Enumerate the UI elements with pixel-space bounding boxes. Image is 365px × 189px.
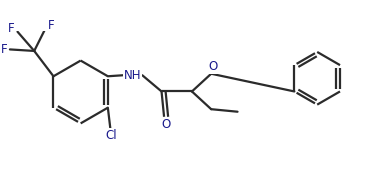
Text: NH: NH bbox=[124, 69, 141, 82]
Text: Cl: Cl bbox=[105, 129, 117, 142]
Text: F: F bbox=[0, 43, 7, 56]
Text: F: F bbox=[48, 19, 55, 32]
Text: O: O bbox=[161, 118, 171, 131]
Text: F: F bbox=[8, 22, 15, 35]
Text: O: O bbox=[208, 60, 217, 73]
